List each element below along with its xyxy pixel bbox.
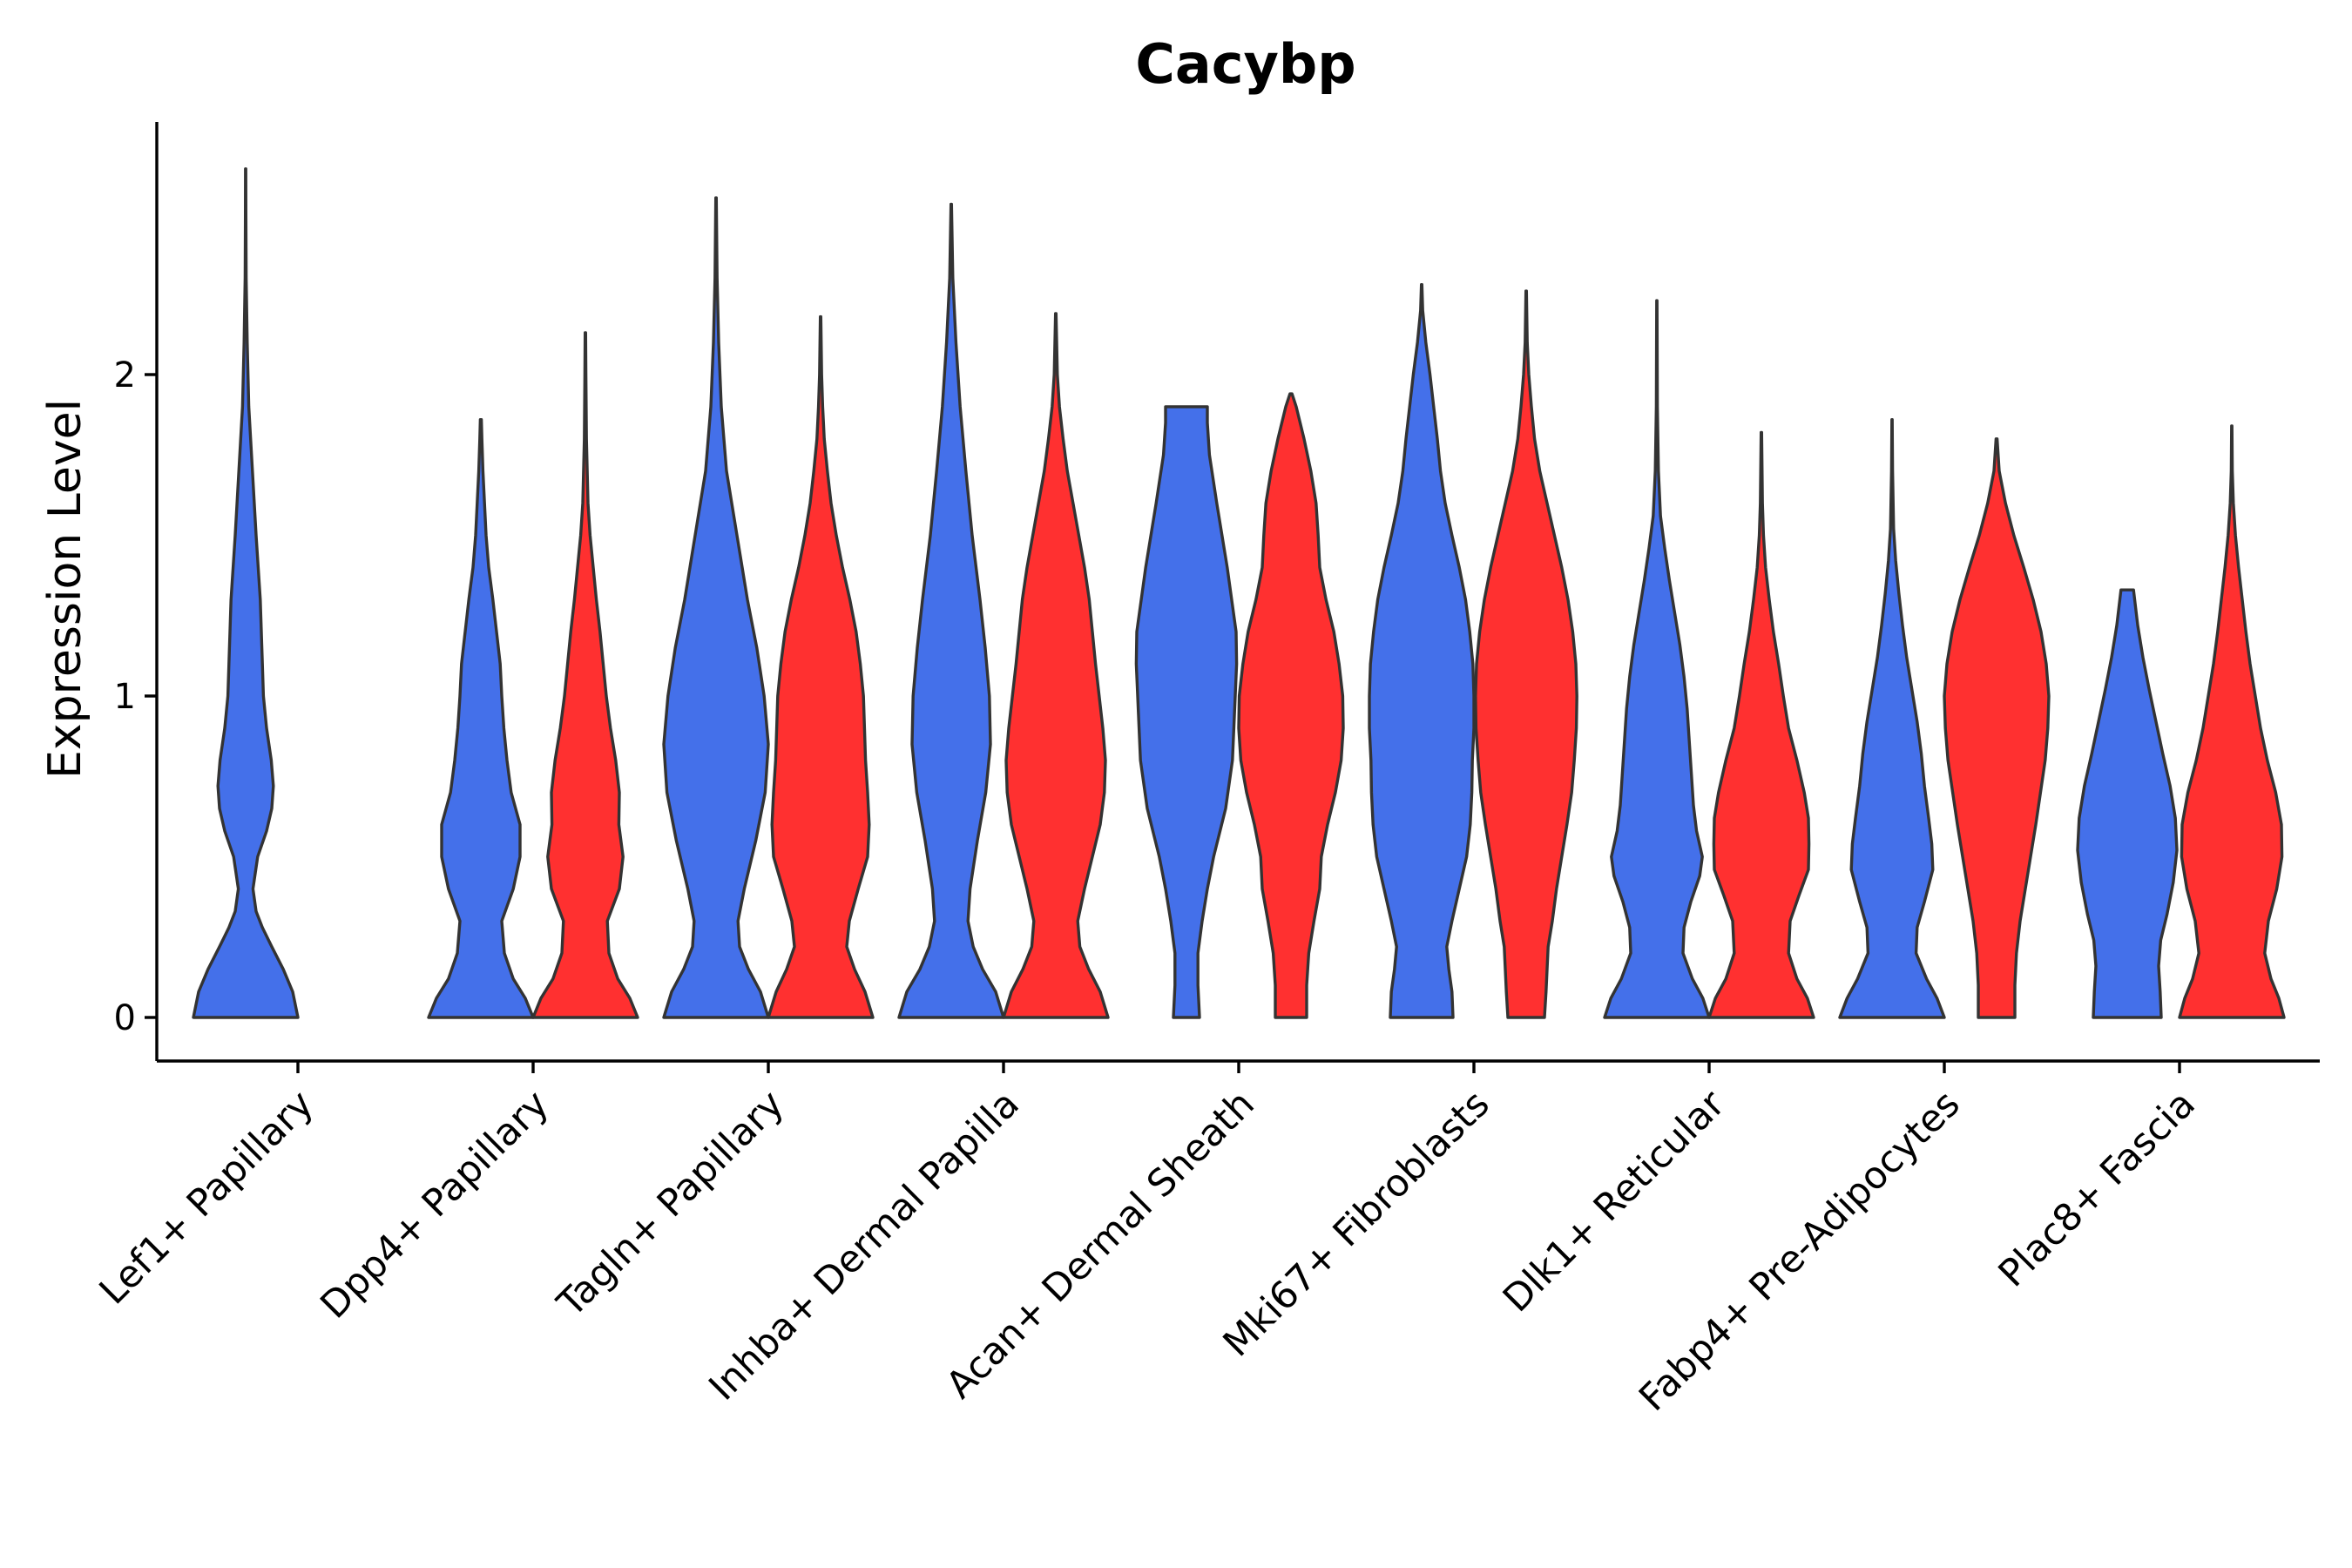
x-tick-label-6: Dlk1+ Reticular [1495,1082,1734,1321]
violin-red-2 [767,314,875,1019]
violin-red-3 [1002,312,1110,1019]
violin-blue-2 [662,196,770,1019]
violin-blue-6 [1603,299,1711,1019]
violin-red-1 [531,331,639,1019]
x-tick-label-0: Lef1+ Papillary [91,1082,322,1313]
y-tick-label-0: 0 [114,998,136,1038]
violin-blue-8 [2076,588,2179,1019]
violin-red-5 [1474,289,1578,1019]
x-tick-label-2: Tagln+ Papillary [549,1082,793,1326]
violin-red-6 [1707,430,1815,1019]
violin-red-7 [1943,437,2051,1019]
violin-blue-7 [1838,418,1946,1019]
x-tick-label-8: Plac8+ Fascia [1990,1082,2204,1295]
violin-red-8 [2178,424,2286,1019]
y-axis-ticks: 0 1 2 [114,355,157,1038]
x-tick-label-1: Dpp4+ Papillary [313,1082,558,1327]
y-tick-label-2: 2 [114,355,136,395]
violin-blue-1 [427,418,535,1019]
y-axis-label: Expression Level [39,399,91,779]
chart-title: Cacybp [1135,32,1355,96]
y-tick-label-1: 1 [114,677,136,717]
violin-group [192,167,2286,1019]
x-tick-label-5: Mki67+ Fibroblasts [1215,1082,1498,1365]
violin-blue-5 [1368,283,1476,1019]
violin-red-4 [1237,392,1345,1019]
violin-blue-4 [1134,405,1239,1019]
violin-blue-3 [897,202,1005,1019]
violin-blue-0 [192,167,300,1019]
